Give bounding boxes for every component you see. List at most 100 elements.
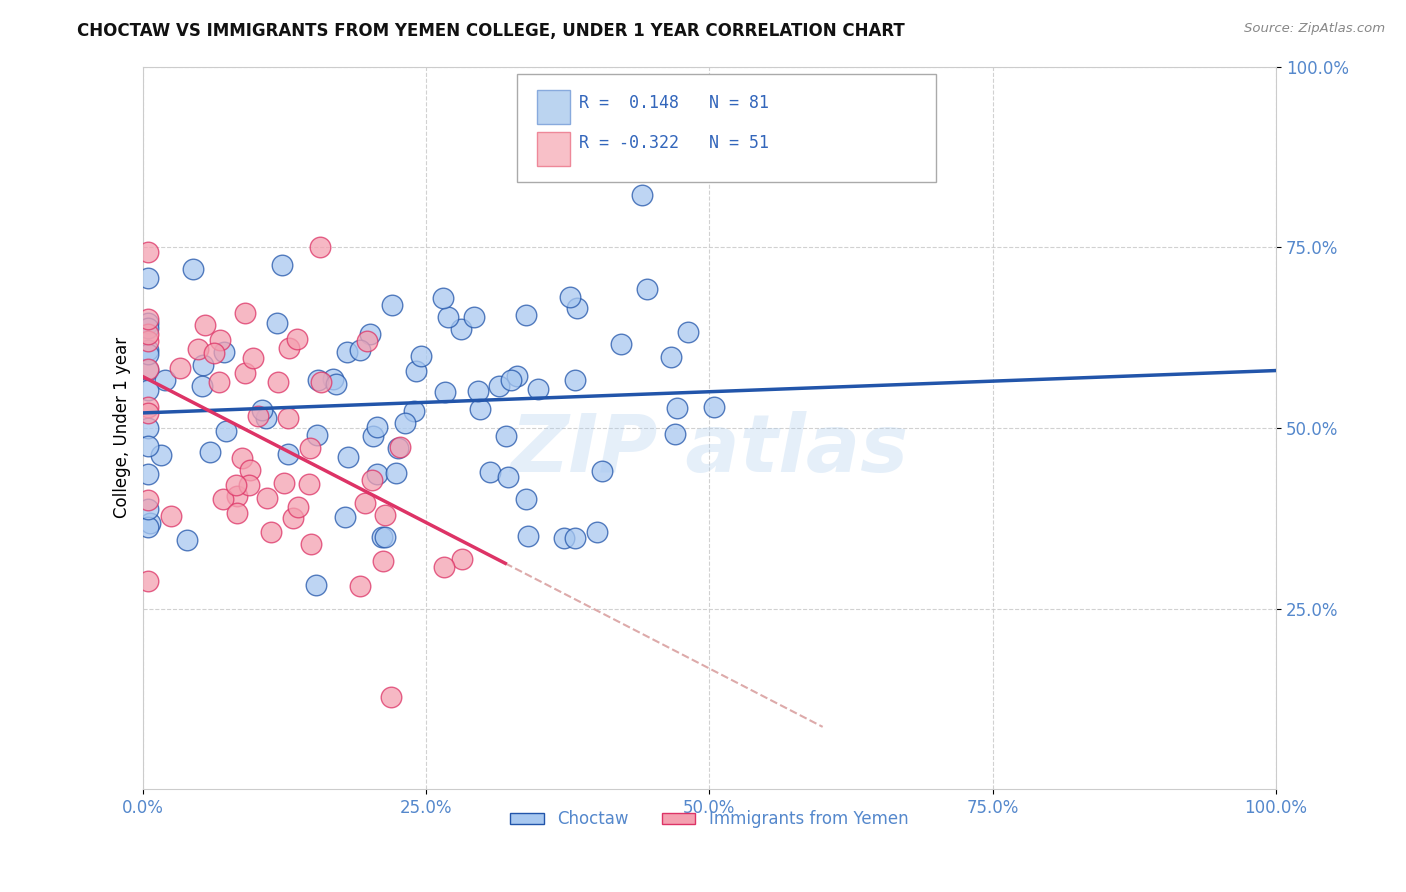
Point <box>361 429 384 443</box>
Point <box>527 382 550 396</box>
Point <box>381 298 404 312</box>
Point <box>277 447 299 461</box>
Point <box>212 345 235 359</box>
Point <box>194 318 217 332</box>
Point <box>136 574 159 588</box>
Point <box>233 367 256 381</box>
Point <box>139 516 162 530</box>
Point <box>309 240 332 254</box>
Point <box>387 442 409 456</box>
Point <box>325 376 347 391</box>
Point <box>394 416 416 430</box>
Point <box>631 187 654 202</box>
Point <box>181 262 204 277</box>
Point <box>136 363 159 377</box>
Point <box>385 466 408 480</box>
Point <box>242 351 264 366</box>
Point <box>374 530 396 544</box>
Point <box>211 492 233 507</box>
Text: CHOCTAW VS IMMIGRANTS FROM YEMEN COLLEGE, UNDER 1 YEAR CORRELATION CHART: CHOCTAW VS IMMIGRANTS FROM YEMEN COLLEGE… <box>77 22 905 40</box>
Point <box>226 506 249 520</box>
Point <box>433 560 456 574</box>
FancyBboxPatch shape <box>516 74 936 182</box>
Point <box>467 384 489 398</box>
Point <box>305 427 328 442</box>
Point <box>659 350 682 364</box>
Point <box>136 467 159 481</box>
Point <box>488 379 510 393</box>
Point <box>247 409 270 423</box>
Point <box>636 282 658 296</box>
Point <box>409 349 432 363</box>
Point <box>335 509 357 524</box>
Point <box>354 496 377 510</box>
Point <box>267 376 290 390</box>
Point <box>565 301 588 315</box>
Point <box>136 406 159 420</box>
Point <box>155 373 177 387</box>
Point <box>299 537 322 551</box>
Point <box>307 373 329 387</box>
Point <box>553 531 575 545</box>
Point <box>517 529 540 543</box>
Point <box>208 333 231 347</box>
Point <box>371 530 394 544</box>
Point <box>564 373 586 387</box>
Point <box>434 385 457 400</box>
Point <box>273 476 295 491</box>
FancyBboxPatch shape <box>537 132 569 166</box>
Point <box>703 400 725 414</box>
Point <box>250 403 273 417</box>
Point <box>309 376 332 390</box>
Point <box>176 533 198 547</box>
Point <box>191 379 214 393</box>
Point <box>496 470 519 484</box>
Point <box>231 450 253 465</box>
Text: R =  0.148   N = 81: R = 0.148 N = 81 <box>579 94 769 112</box>
Point <box>136 271 159 285</box>
Point <box>202 345 225 359</box>
Point <box>169 360 191 375</box>
Point <box>271 258 294 272</box>
Point <box>256 491 278 505</box>
Point <box>136 347 159 361</box>
Point <box>187 342 209 356</box>
Point <box>136 245 159 260</box>
Point <box>198 445 221 459</box>
Point <box>136 400 159 414</box>
Text: Source: ZipAtlas.com: Source: ZipAtlas.com <box>1244 22 1385 36</box>
Point <box>450 551 472 566</box>
Point <box>359 327 381 342</box>
Point <box>260 524 283 539</box>
Point <box>366 467 388 481</box>
Point <box>225 477 247 491</box>
Point <box>281 511 304 525</box>
Point <box>136 311 159 326</box>
Point <box>277 410 299 425</box>
Point <box>436 310 458 324</box>
FancyBboxPatch shape <box>537 90 569 124</box>
Point <box>356 334 378 348</box>
Point <box>136 502 159 516</box>
Point <box>664 426 686 441</box>
Point <box>298 477 321 491</box>
Point <box>305 578 328 592</box>
Point <box>470 402 492 417</box>
Point <box>266 317 288 331</box>
Point <box>136 421 159 435</box>
Point <box>495 429 517 443</box>
Point <box>610 337 633 351</box>
Text: ZIP atlas: ZIP atlas <box>510 410 908 489</box>
Point <box>374 508 396 522</box>
Point <box>366 420 388 434</box>
Point <box>515 491 537 506</box>
Point <box>150 448 173 462</box>
Point <box>159 508 181 523</box>
Point <box>499 373 522 387</box>
Point <box>564 531 586 545</box>
Point <box>136 383 159 397</box>
Point <box>233 306 256 320</box>
Point <box>191 358 214 372</box>
Point <box>136 326 159 341</box>
Legend: Choctaw, Immigrants from Yemen: Choctaw, Immigrants from Yemen <box>503 804 915 835</box>
